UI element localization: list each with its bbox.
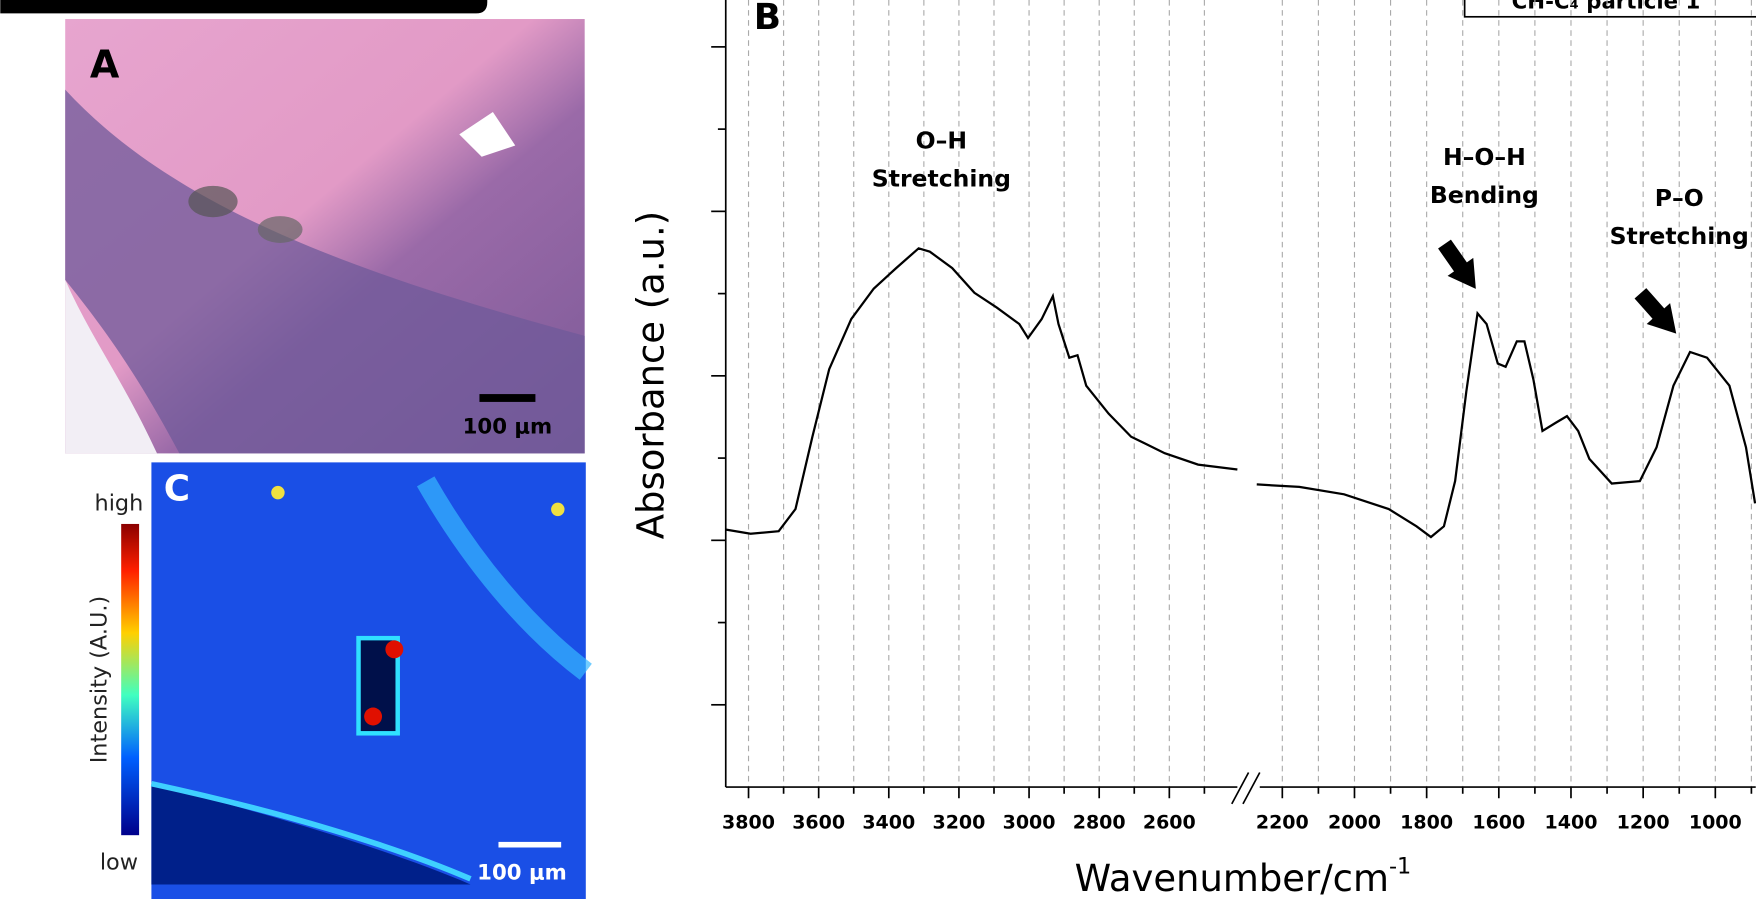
hotspot xyxy=(364,707,383,726)
x-tick-label: 3800 xyxy=(722,811,775,833)
x-tick-label: 1600 xyxy=(1472,811,1525,833)
arrow xyxy=(1634,288,1677,334)
scale-bar xyxy=(479,394,536,402)
crack xyxy=(459,111,516,157)
x-tick-label: 2800 xyxy=(1073,811,1126,833)
x-tick-label: 3000 xyxy=(1003,811,1056,833)
colorbar-high: high xyxy=(95,490,144,516)
scale-bar-label: 100 μm xyxy=(463,415,553,440)
edge xyxy=(150,780,472,882)
particle xyxy=(188,185,238,218)
header-bar xyxy=(0,0,488,14)
x-tick-label: 1000 xyxy=(1689,811,1742,833)
colorbar xyxy=(121,523,140,836)
x-tick-label: 2600 xyxy=(1143,811,1196,833)
annotation: P–O xyxy=(1655,184,1704,212)
tissue-region xyxy=(65,89,585,454)
hotspot xyxy=(271,485,285,500)
x-tick-label: 3200 xyxy=(932,811,985,833)
annotation: Stretching xyxy=(872,164,1011,192)
x-tick-label: 1400 xyxy=(1545,811,1598,833)
legend-entry: CH-C₄ particle 1 xyxy=(1512,0,1701,14)
annotation: H–O–H xyxy=(1443,143,1526,171)
panel-c: C 100 μm high low Intensity (A.U.) xyxy=(86,462,592,899)
x-axis-label-sup: -1 xyxy=(1389,853,1411,879)
scale-bar-label: 100 μm xyxy=(477,860,567,885)
legend-box xyxy=(1463,0,1756,18)
axis-break xyxy=(1231,772,1261,805)
panel-a: A 100 μm xyxy=(65,19,585,454)
hotspot xyxy=(385,640,404,659)
annotation: Stretching xyxy=(1610,222,1749,250)
panel-label: B xyxy=(754,0,781,38)
bright-region xyxy=(416,476,592,680)
x-tick-label: 2000 xyxy=(1328,811,1381,833)
panel-label: A xyxy=(90,43,120,87)
arrow xyxy=(1438,239,1476,289)
x-tick-label: 2200 xyxy=(1256,811,1309,833)
y-axis-label: Absorbance (a.u.) xyxy=(629,211,672,539)
colorbar-title: Intensity (A.U.) xyxy=(86,596,112,763)
dark-region xyxy=(151,783,471,885)
spectrum-line xyxy=(725,247,1756,539)
annotation: Bending xyxy=(1430,181,1539,209)
hotspot xyxy=(551,502,565,517)
panel-label: C xyxy=(164,468,190,509)
x-tick-label: 1800 xyxy=(1400,811,1453,833)
x-tick-label: 1200 xyxy=(1617,811,1670,833)
x-axis-label-main: Wavenumber/cm xyxy=(1075,856,1389,899)
scale-bar xyxy=(498,841,562,848)
panel-b: B Absorbance (a.u.) Wavenumber/cm-1 CH-C… xyxy=(629,0,1756,899)
particle xyxy=(257,216,303,243)
x-tick-label: 3600 xyxy=(792,811,845,833)
x-tick-label: 3400 xyxy=(862,811,915,833)
x-axis-label: Wavenumber/cm-1 xyxy=(1075,853,1412,899)
colorbar-low: low xyxy=(100,850,138,876)
background-region xyxy=(65,279,158,454)
annotation: O–H xyxy=(916,126,967,154)
